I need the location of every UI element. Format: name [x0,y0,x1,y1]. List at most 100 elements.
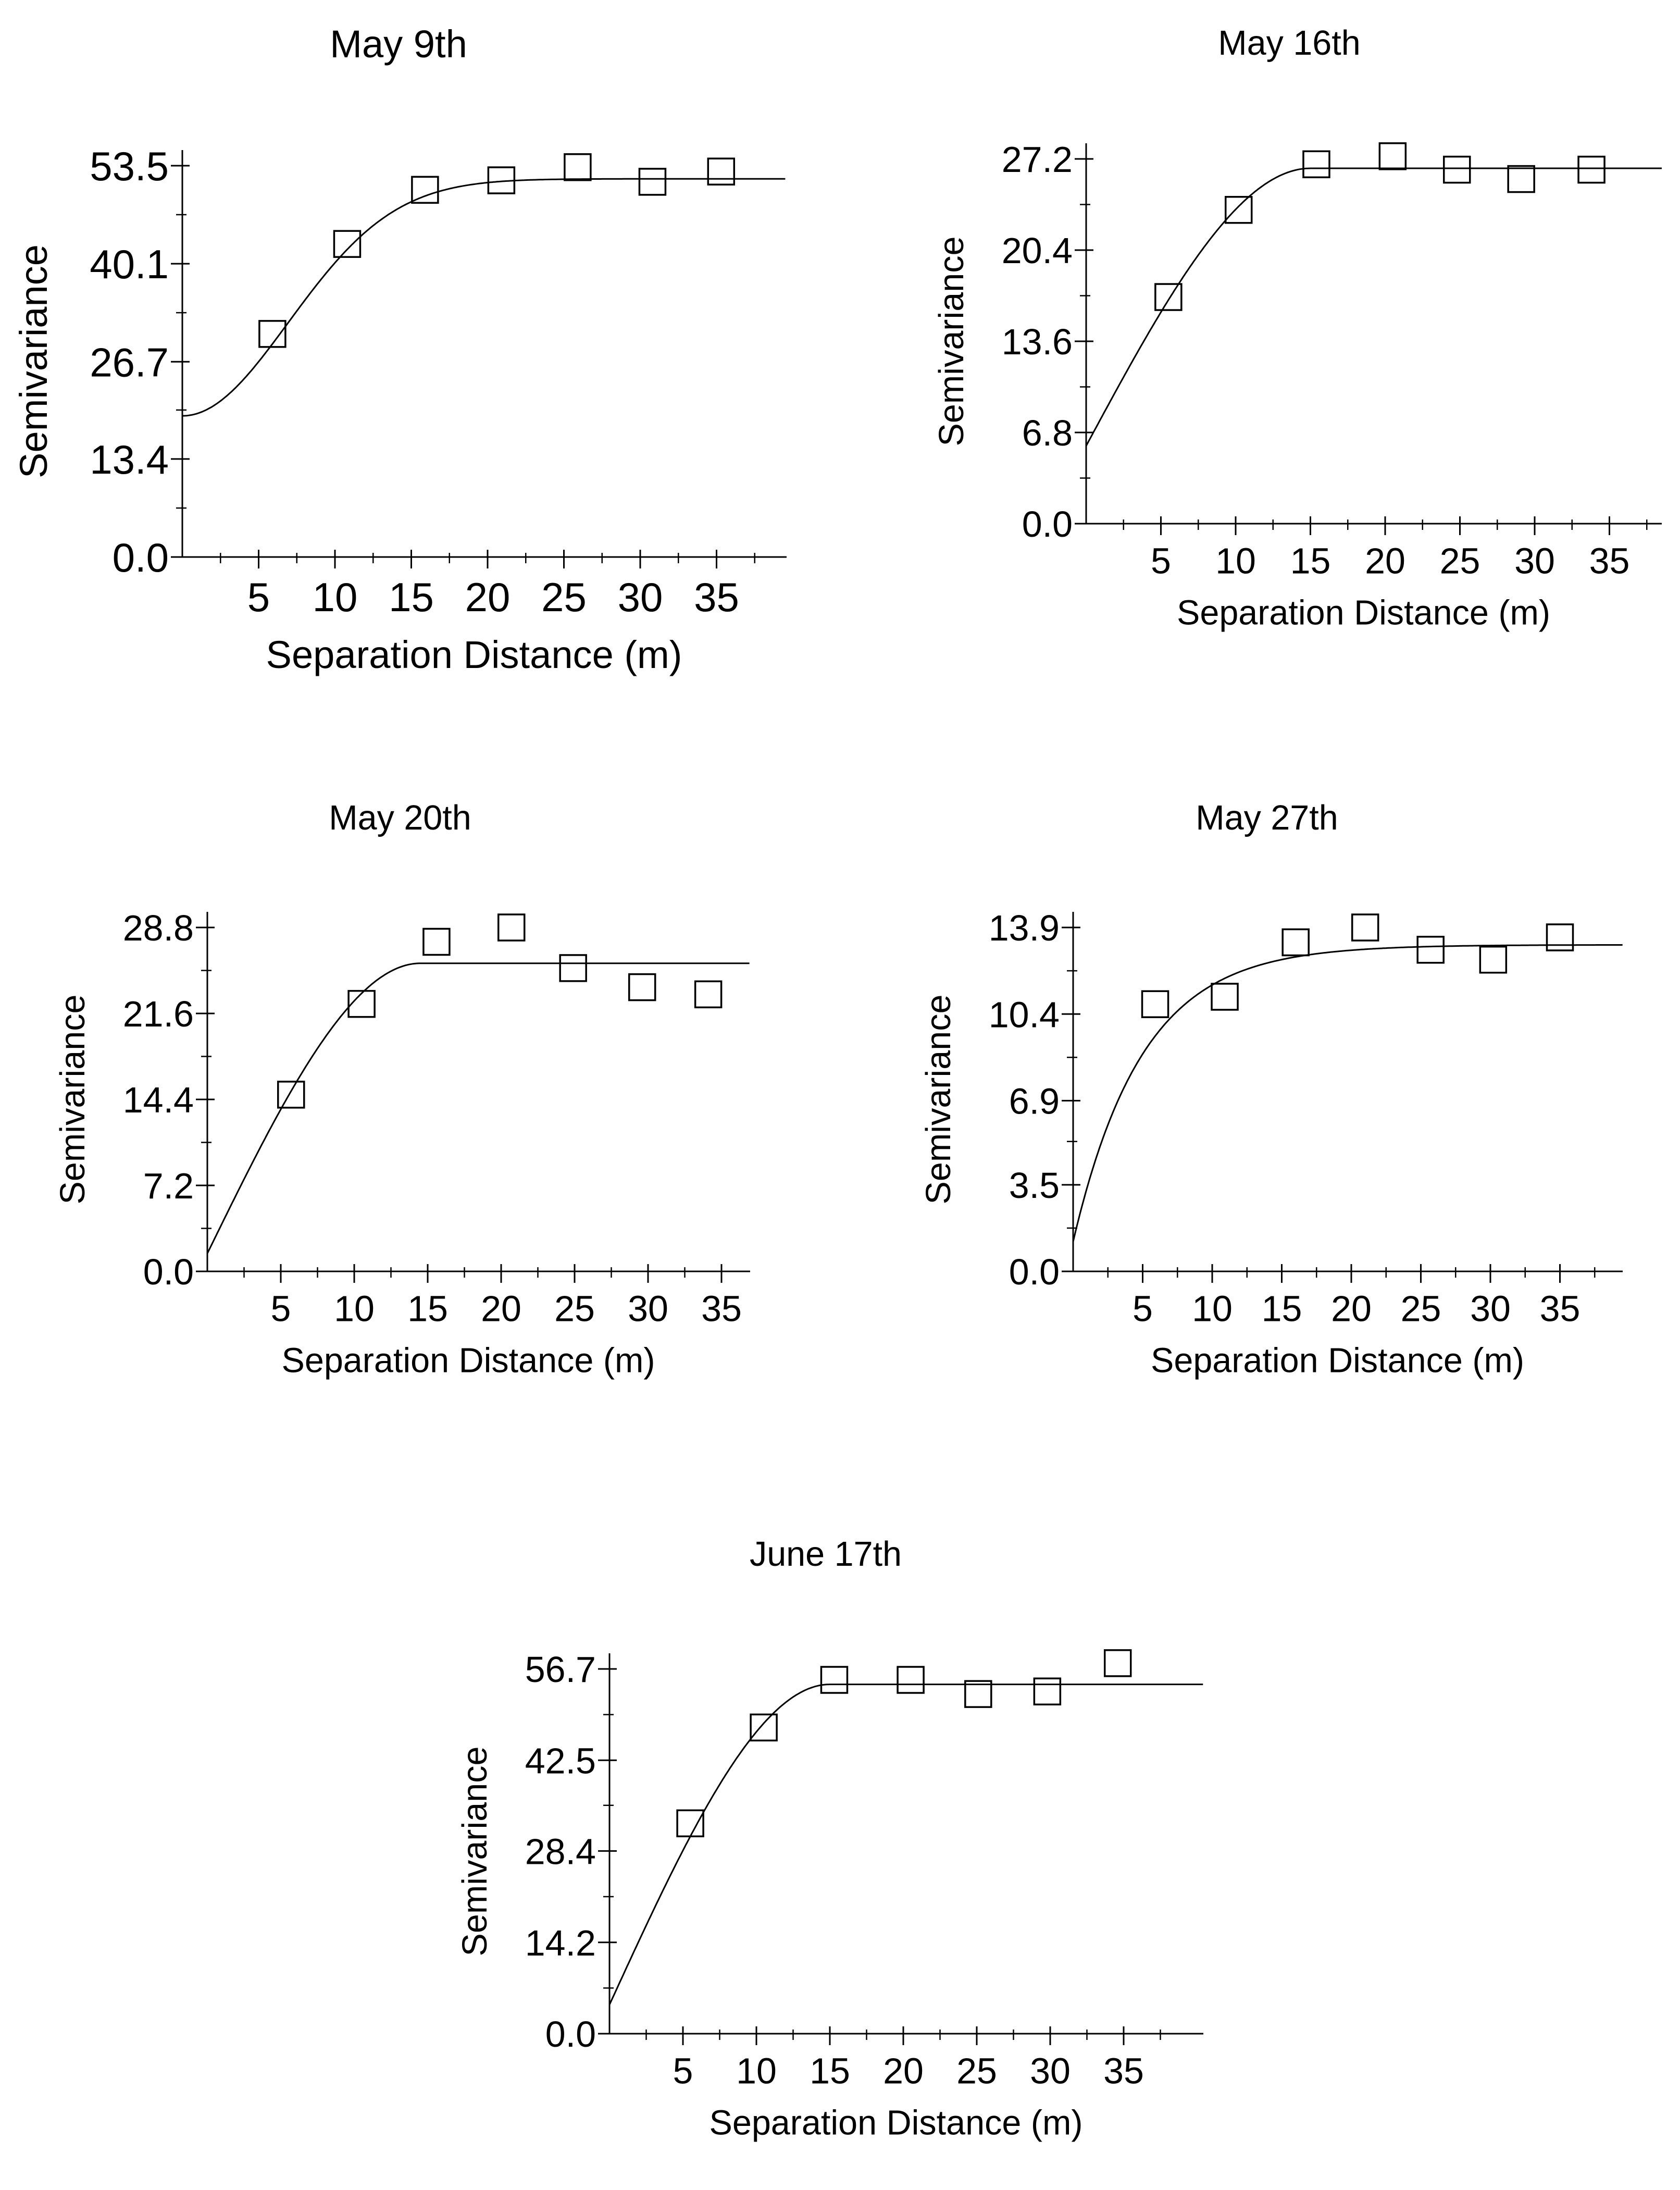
x-tick-label: 20 [465,574,511,620]
x-axis-label: Separation Distance (m) [1177,594,1550,633]
data-point-square [1378,142,1407,170]
x-tick-label: 25 [554,1289,595,1329]
chart-title: May 16th [1218,24,1361,63]
data-point-square [559,954,587,982]
x-tick-label: 10 [1215,541,1256,581]
data-point-square [1281,928,1310,957]
data-point-square [694,980,723,1009]
x-tick-label: 15 [389,574,434,620]
data-point-square [347,989,376,1018]
data-point-square [1416,935,1445,964]
y-tick-label: 6.8 [1022,413,1073,453]
y-tick-label: 14.2 [525,1923,596,1963]
model-curve [182,178,786,417]
y-tick-label: 56.7 [525,1649,596,1690]
y-tick-label: 0.0 [1022,504,1073,545]
y-tick-label: 6.9 [1009,1081,1060,1122]
x-tick-label: 5 [271,1289,291,1329]
y-tick-label: 13.6 [1002,321,1073,362]
chart-panel-1: May 9th 0.0 13.4 26.7 40.1 53.5 5 10 15 20 25 30 35 S… [12,22,787,676]
model-curve [1085,167,1662,447]
data-point-square [820,1666,849,1694]
x-tick-label: 15 [810,2051,850,2092]
y-tick-label: 28.8 [123,908,194,948]
data-point-square [897,1666,925,1694]
x-axis-label: Separation Distance (m) [281,1342,655,1380]
x-tick-label: 15 [407,1289,448,1329]
x-tick-label: 10 [736,2051,777,2092]
data-point-square [1211,983,1239,1011]
x-tick-label: 35 [1103,2051,1144,2092]
chart-title: May 27th [1196,799,1338,837]
x-tick-label: 35 [701,1289,742,1329]
data-point-square [411,176,439,204]
data-point-square [1479,945,1508,974]
x-tick-label: 20 [1331,1289,1372,1329]
data-point-square [1302,150,1330,179]
y-tick-label: 40.1 [90,241,169,287]
x-tick-label: 20 [481,1289,521,1329]
x-axis-label: Separation Distance (m) [1151,1342,1524,1380]
x-tick-label: 30 [1030,2051,1071,2092]
data-point-square [707,157,736,185]
data-point-square [1154,283,1183,311]
y-tick-label: 21.6 [123,994,194,1034]
x-tick-label: 30 [628,1289,668,1329]
x-tick-label: 5 [1133,1289,1153,1329]
x-tick-label: 20 [883,2051,924,2092]
x-tick-label: 35 [1589,541,1630,581]
x-tick-label: 20 [1365,541,1405,581]
y-tick-label: 42.5 [525,1741,596,1781]
x-tick-label: 5 [673,2051,693,2092]
y-tick-label: 0.0 [143,1252,194,1292]
chart-title: June 17th [750,1535,902,1574]
data-point-square [1103,1649,1132,1677]
y-axis-label: Semivariance [12,244,55,478]
data-point-square [1577,155,1606,184]
x-tick-label: 30 [1514,541,1555,581]
data-point-square [497,913,526,942]
y-tick-label: 13.4 [90,437,169,482]
y-axis-label: Semivariance [932,237,971,447]
y-tick-label: 7.2 [143,1166,194,1206]
x-tick-label: 30 [618,574,663,620]
x-tick-label: 15 [1290,541,1331,581]
chart-panel-5: June 17th 0.0 14.2 28.4 42.5 56.7 5 10 15 20 25 30 3… [456,1535,1203,2143]
data-point-square [1443,155,1471,184]
data-point-square [564,153,592,181]
data-point-square [1033,1677,1062,1705]
x-tick-label: 10 [313,574,358,620]
x-tick-label: 5 [247,574,270,620]
x-tick-label: 30 [1470,1289,1511,1329]
x-tick-label: 35 [694,574,739,620]
data-point-square [750,1713,778,1742]
data-point-square [258,320,287,348]
data-point-square [1351,913,1379,942]
x-tick-label: 10 [1192,1289,1233,1329]
chart-panel-4: May 27th 0.0 3.5 6.9 10.4 13.9 5 10 15 20 25 30 35 Se… [919,799,1623,1380]
y-tick-label: 10.4 [989,994,1060,1035]
data-point-square [628,973,656,1001]
data-point-square [487,166,516,194]
data-point-square [964,1680,992,1708]
model-curve [206,962,750,1254]
y-tick-label: 14.4 [123,1080,194,1120]
chart-title: May 9th [330,22,467,66]
data-point-square [1141,990,1169,1018]
y-tick-label: 0.0 [545,2014,596,2055]
y-axis-label: Semivariance [919,995,958,1205]
y-axis-label: Semivariance [456,1747,494,1957]
y-tick-label: 20.4 [1002,230,1073,271]
data-point-square [1224,196,1253,224]
data-point-square [277,1081,305,1109]
data-point-square [638,168,667,196]
x-tick-label: 25 [1401,1289,1441,1329]
x-tick-label: 25 [1440,541,1480,581]
x-tick-label: 15 [1262,1289,1302,1329]
model-curve [608,1684,1203,2006]
x-axis-label: Separation Distance (m) [709,2104,1082,2143]
x-tick-label: 5 [1151,541,1171,581]
data-point-square [676,1809,704,1838]
x-tick-label: 35 [1540,1289,1581,1329]
